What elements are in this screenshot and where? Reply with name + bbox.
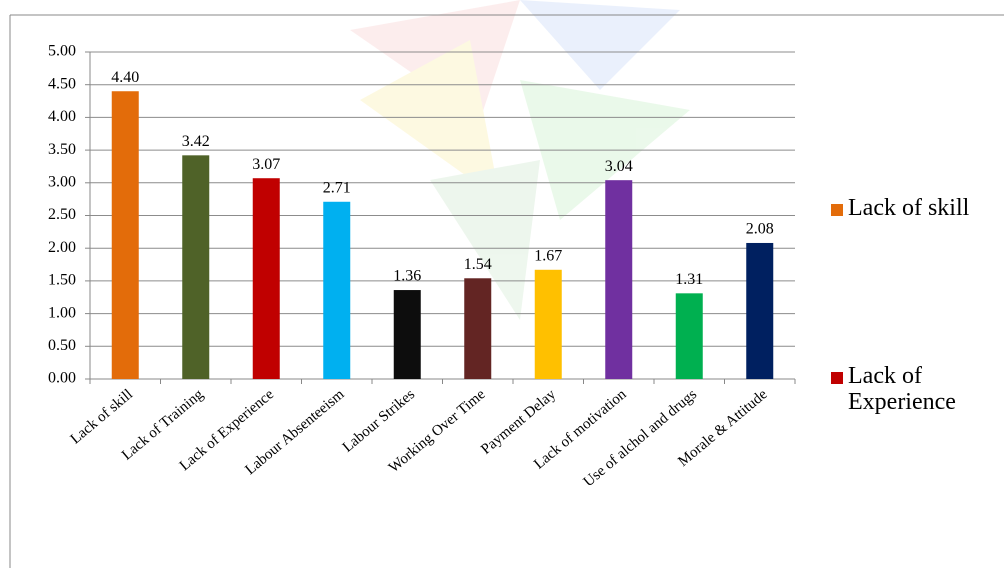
- y-tick-label: 2.50: [48, 206, 76, 223]
- value-label: 3.42: [182, 133, 210, 150]
- x-tick-label: Labour Strikes: [340, 386, 418, 455]
- value-label: 2.08: [746, 221, 774, 238]
- y-tick-label: 3.00: [48, 173, 76, 190]
- x-tick-label: Use of alchol and drugs: [581, 386, 701, 490]
- value-label: 3.07: [252, 156, 280, 173]
- y-tick-label: 0.50: [48, 337, 76, 354]
- bar: [323, 201, 351, 379]
- y-tick-label: 5.00: [48, 43, 76, 60]
- bar: [746, 242, 774, 379]
- y-tick-label: 4.00: [48, 108, 76, 125]
- value-label: 4.40: [111, 69, 139, 86]
- y-tick-label: 4.50: [48, 75, 76, 92]
- value-label: 1.36: [393, 268, 421, 285]
- value-label: 1.67: [534, 247, 562, 264]
- legend-marker: [831, 372, 843, 384]
- legend-label: Lack of Experience: [848, 363, 956, 415]
- value-label: 2.71: [323, 179, 351, 196]
- legend-marker: [831, 204, 843, 216]
- bar: [464, 278, 492, 379]
- bar: [252, 178, 280, 379]
- bar: [534, 269, 562, 379]
- value-label: 1.54: [464, 256, 492, 273]
- y-tick-label: 1.50: [48, 272, 76, 289]
- bar: [393, 290, 421, 379]
- value-label: 1.31: [675, 271, 703, 288]
- bar: [605, 180, 633, 379]
- legend-label: Lack of skill: [848, 195, 970, 221]
- y-tick-label: 3.50: [48, 141, 76, 158]
- y-tick-label: 2.00: [48, 239, 76, 256]
- value-label: 3.04: [605, 158, 633, 175]
- bar: [675, 293, 703, 379]
- bar: [111, 91, 139, 380]
- y-tick-label: 0.00: [48, 370, 76, 387]
- watermark: [350, 0, 690, 320]
- bar: [182, 155, 210, 379]
- y-tick-label: 1.00: [48, 304, 76, 321]
- x-tick-label: Lack of skill: [68, 386, 136, 447]
